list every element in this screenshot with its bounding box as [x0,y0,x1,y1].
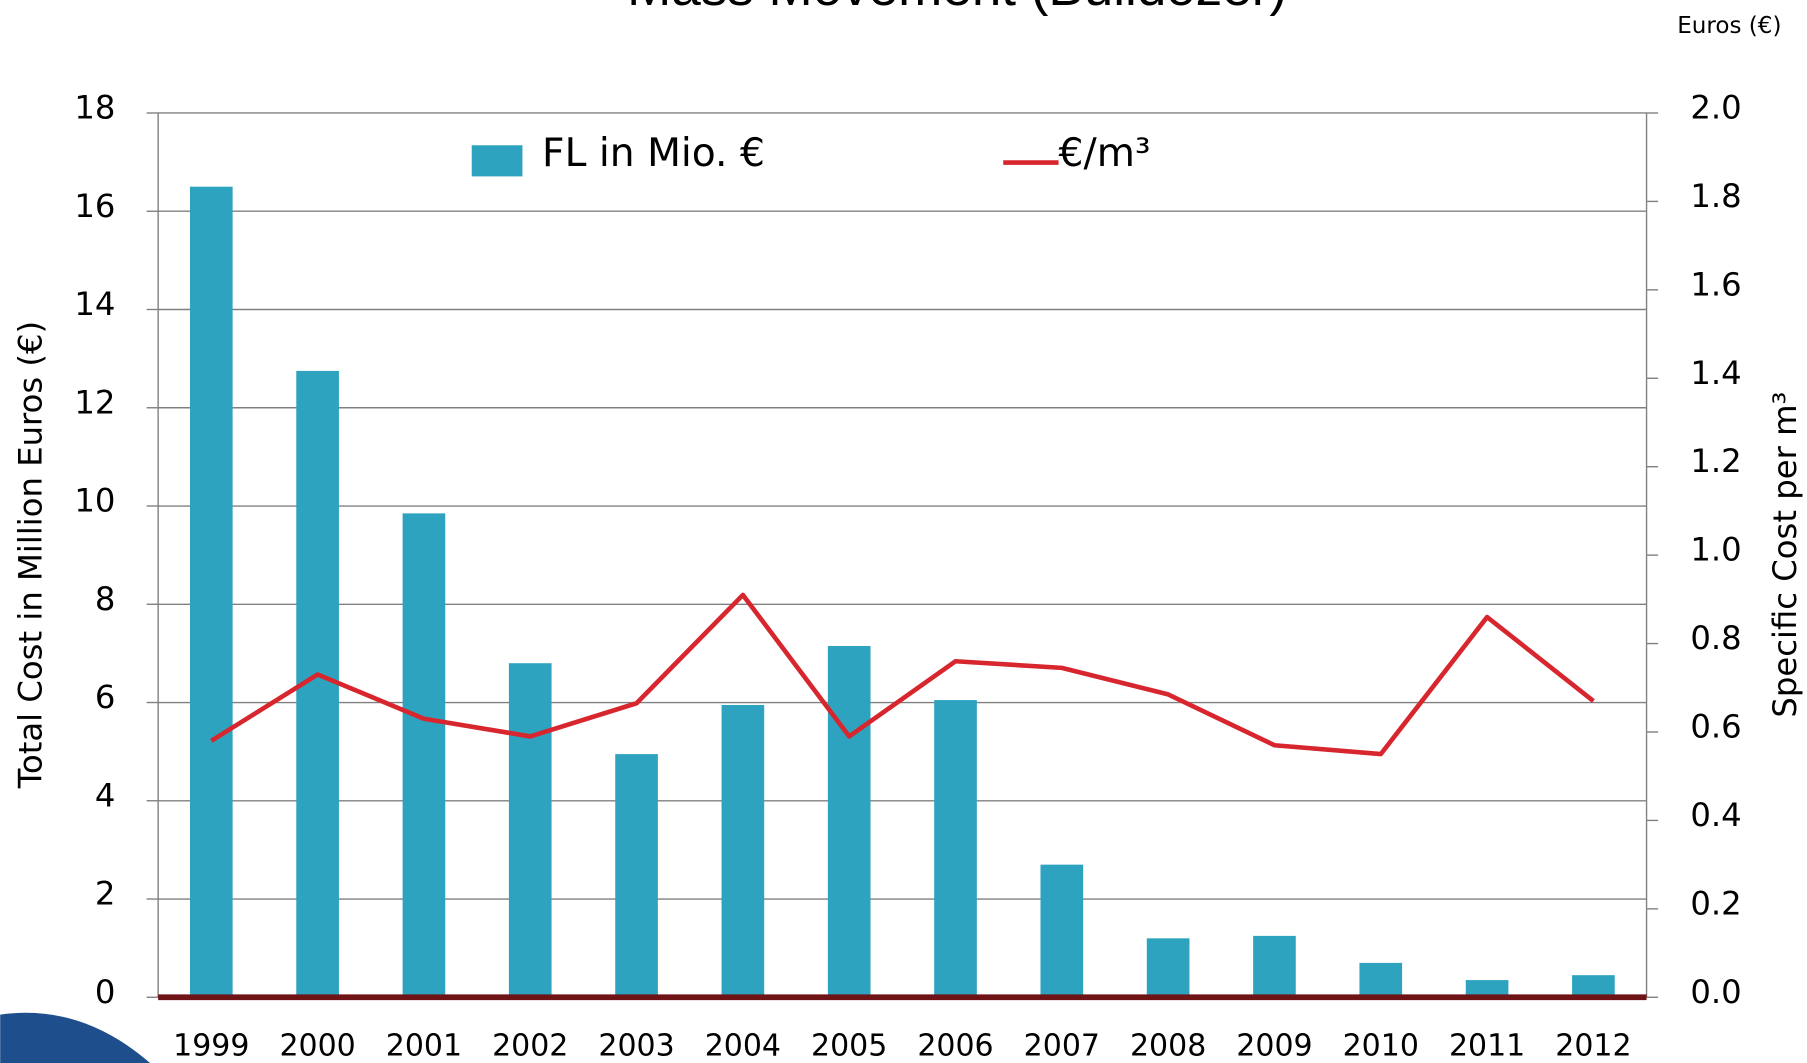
bar [721,704,765,998]
y-axis-label: Total Cost in Million Euros (€) [11,321,49,789]
y2-tick-label: 0.2 [1690,884,1741,922]
y2-tick-label: 1.6 [1690,265,1741,303]
bar [934,700,977,998]
x-tick-label: 2007 [1024,1028,1100,1063]
y-tick-label: 4 [95,776,116,814]
y-tick-label: 0 [95,973,116,1011]
y2-tick-label: 1.4 [1690,354,1741,392]
y2-tick-label: 2.0 [1690,89,1741,127]
legend-label: FL in Mio. € [542,131,765,176]
bar [1465,980,1509,998]
y2-tick-label: 0.8 [1690,619,1741,657]
y2-axis-label: Specific Cost per m³ [1766,392,1804,718]
bar [1359,962,1403,998]
x-tick-label: 2005 [811,1028,887,1063]
y-tick-label: 10 [74,482,115,520]
bar [1253,935,1296,998]
bar [1572,975,1615,998]
y-tick-label: 8 [95,580,116,618]
line [210,592,1595,757]
x-tick-label: 2011 [1449,1028,1525,1063]
x-tick-label: 2010 [1343,1028,1419,1063]
bar [508,663,552,998]
y2-tick-label: 0.6 [1690,708,1741,746]
chart-title: Mass Movement (Bulldozer) [627,0,1287,17]
corner-label: Euros (€) [1677,13,1781,39]
x-tick-label: 2002 [492,1028,568,1063]
bar [1040,864,1084,998]
x-tick-label: 2009 [1236,1028,1312,1063]
legend-label: €/m³ [1059,131,1151,176]
y-tick-label: 12 [74,383,115,421]
x-tick-label: 2004 [705,1028,781,1063]
x-tick-label: 2008 [1130,1028,1206,1063]
bar [615,754,658,998]
bar [189,186,233,998]
y-tick-label: 6 [95,678,116,716]
x-tick-label: 2012 [1555,1028,1631,1063]
y-tick-label: 18 [74,89,115,127]
y2-tick-label: 1.8 [1690,177,1741,215]
y-tick-label: 16 [74,187,115,225]
y-tick-label: 14 [74,285,115,323]
y2-tick-label: 1.0 [1690,531,1741,569]
y2-tick-label: 1.2 [1690,442,1741,480]
bar [827,646,871,998]
x-tick-label: 1999 [173,1028,249,1063]
bar [402,513,446,998]
x-tick-label: 2000 [279,1028,355,1063]
y-tick-label: 2 [95,875,116,913]
decoration [0,1012,151,1063]
x-tick-label: 2003 [598,1028,674,1063]
y2-tick-label: 0.4 [1690,796,1741,834]
legend-swatch [471,145,523,177]
x-tick-label: 2001 [386,1028,462,1063]
bar [1146,938,1190,998]
x-tick-label: 2006 [917,1028,993,1063]
y2-tick-label: 0.0 [1690,973,1741,1011]
